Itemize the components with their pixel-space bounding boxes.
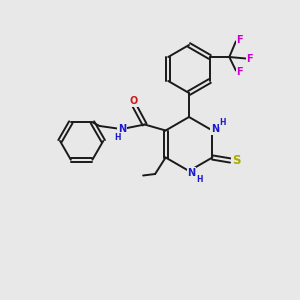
Text: O: O (130, 96, 138, 106)
Text: F: F (246, 53, 253, 64)
Text: N: N (211, 124, 219, 134)
Text: H: H (196, 175, 203, 184)
Text: N: N (187, 167, 196, 178)
Text: F: F (236, 67, 243, 77)
Text: H: H (220, 118, 226, 127)
Text: H: H (114, 133, 121, 142)
Text: S: S (232, 154, 241, 167)
Text: F: F (236, 35, 243, 45)
Text: N: N (118, 124, 126, 134)
